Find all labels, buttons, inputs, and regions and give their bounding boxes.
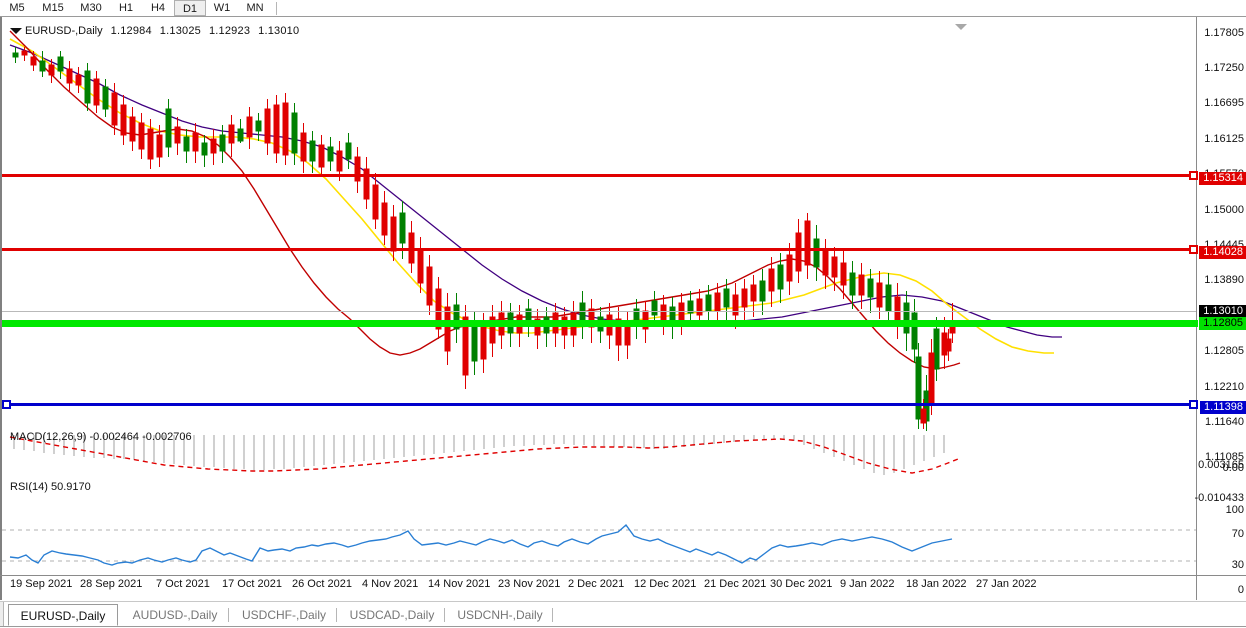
resistance-handle-1[interactable] [1189, 171, 1198, 180]
chart-dropdown-arrow-icon[interactable] [10, 28, 22, 35]
timeframe-h1[interactable]: H1 [118, 2, 134, 14]
timeframe-mn[interactable]: MN [246, 2, 264, 14]
date-label: 23 Nov 2021 [498, 578, 561, 590]
tabs-underline [0, 626, 1246, 627]
support-price-chip-blue[interactable]: 1.11398 [1200, 401, 1246, 414]
timeframe-w1[interactable]: W1 [213, 2, 231, 14]
chart-canvas [2, 30, 1196, 566]
chart-symbol-legend: EURUSD-,Daily 1.12984 1.13025 1.12923 1.1301… [10, 25, 299, 37]
tabs-top-border [0, 601, 1246, 602]
price-tick: 1.17805 [1204, 27, 1244, 39]
tab-usdchf-daily[interactable]: USDCHF-,Daily [242, 608, 326, 622]
support-line-green[interactable] [2, 320, 1198, 327]
resistance-price-chip-2[interactable]: 1.14028 [1199, 246, 1246, 259]
price-axis[interactable]: 1.17805 1.17250 1.16695 1.16125 1.15570 … [1194, 17, 1246, 600]
tab-separator [336, 608, 337, 622]
rsi-legend: RSI(14) 50.9170 [10, 481, 91, 493]
resistance-handle-2[interactable] [1189, 245, 1198, 254]
rsi-tick-30: 30 [1231, 559, 1244, 571]
chart-scroll-marker-icon[interactable] [955, 24, 967, 30]
ohlc-low: 1.12923 [208, 25, 251, 37]
price-tick: 1.12805 [1204, 345, 1244, 357]
tab-separator [552, 608, 553, 622]
support-handle-blue-left[interactable] [2, 400, 11, 409]
tab-eurusd-daily[interactable]: EURUSD-,Daily [8, 604, 118, 626]
ohlc-high: 1.13025 [159, 25, 201, 37]
timeframe-m30[interactable]: M30 [80, 2, 102, 14]
macd-tick-upper: 0.003165 [1198, 459, 1244, 471]
date-label: 18 Jan 2022 [906, 578, 967, 590]
chart-left-border [0, 17, 2, 600]
date-label: 26 Oct 2021 [292, 578, 352, 590]
price-tick: 1.17250 [1204, 62, 1244, 74]
date-axis: 19 Sep 2021 28 Sep 2021 7 Oct 2021 17 Oc… [0, 578, 1246, 596]
macd-tick-lower: -0.010433 [1194, 492, 1244, 504]
date-label: 12 Dec 2021 [634, 578, 697, 590]
price-tick: 1.11640 [1205, 416, 1244, 428]
ohlc-open: 1.12984 [110, 25, 152, 37]
rsi-tick-70: 70 [1231, 528, 1244, 540]
price-tick: 1.16695 [1204, 97, 1244, 109]
timeframe-h4[interactable]: H4 [150, 2, 166, 14]
date-label: 28 Sep 2021 [80, 578, 143, 590]
candlestick-series [12, 47, 956, 431]
current-price-line [2, 311, 1196, 312]
macd-tick-zero: 0.00 [1222, 462, 1244, 474]
current-price-chip[interactable]: 1.13010 [1199, 305, 1246, 318]
timeframe-m5[interactable]: M5 [9, 2, 25, 14]
date-axis-separator [0, 575, 1246, 576]
tab-separator [228, 608, 229, 622]
date-label: 14 Nov 2021 [428, 578, 491, 590]
tab-audusd-daily[interactable]: AUDUSD-,Daily [132, 608, 218, 622]
timeframe-d1[interactable]: D1 [174, 0, 206, 16]
resistance-price-chip-1[interactable]: 1.15314 [1199, 172, 1246, 185]
symbol-label: EURUSD-,Daily [25, 25, 103, 37]
tabs-left-nub[interactable] [0, 602, 4, 626]
ma-fast-line [9, 30, 961, 370]
chart-plot-area[interactable] [2, 17, 1196, 575]
ohlc-close: 1.13010 [258, 25, 300, 37]
chart-tabs-bar: EURUSD-,Daily AUDUSD-,Daily USDCHF-,Dail… [0, 601, 1246, 628]
price-tick: 1.12210 [1204, 381, 1244, 393]
date-label: 30 Dec 2021 [770, 578, 833, 590]
tab-usdcnh-daily[interactable]: USDCNH-,Daily [457, 608, 543, 622]
date-label: 27 Jan 2022 [976, 578, 1037, 590]
date-label: 21 Dec 2021 [704, 578, 767, 590]
macd-legend: MACD(12,26,9) -0.002464 -0.002706 [10, 431, 192, 443]
date-label: 4 Nov 2021 [362, 578, 419, 590]
rsi-tick-0: 0 [1237, 584, 1244, 596]
toolbar-separator [276, 2, 277, 15]
support-price-chip-green[interactable]: 1.12805 [1199, 317, 1246, 330]
timeframe-toolbar: M5 M15 M30 H1 H4 D1 W1 MN [0, 0, 1246, 17]
price-tick: 1.13890 [1204, 274, 1244, 286]
date-label: 9 Jan 2022 [840, 578, 895, 590]
macd-histogram [13, 435, 945, 475]
support-handle-blue[interactable] [1189, 400, 1198, 409]
date-label: 19 Sep 2021 [10, 578, 73, 590]
price-tick: 1.15000 [1204, 204, 1244, 216]
timeframe-m15[interactable]: M15 [42, 2, 64, 14]
price-tick: 1.16125 [1204, 133, 1244, 145]
tab-separator [444, 608, 445, 622]
resistance-line-2[interactable] [2, 248, 1198, 251]
support-line-blue[interactable] [2, 403, 1198, 406]
ma-slow-line [9, 44, 1062, 338]
date-label: 7 Oct 2021 [156, 578, 210, 590]
tab-usdcad-daily[interactable]: USDCAD-,Daily [349, 608, 435, 622]
resistance-line-1[interactable] [2, 174, 1198, 177]
date-label: 2 Dec 2021 [568, 578, 625, 590]
macd-signal-line [9, 436, 959, 474]
rsi-tick-100: 100 [1225, 504, 1244, 516]
date-label: 17 Oct 2021 [222, 578, 282, 590]
price-tick: 1.11085 [1205, 451, 1244, 463]
price-axis-separator [1196, 17, 1197, 600]
rsi-line [9, 523, 953, 566]
